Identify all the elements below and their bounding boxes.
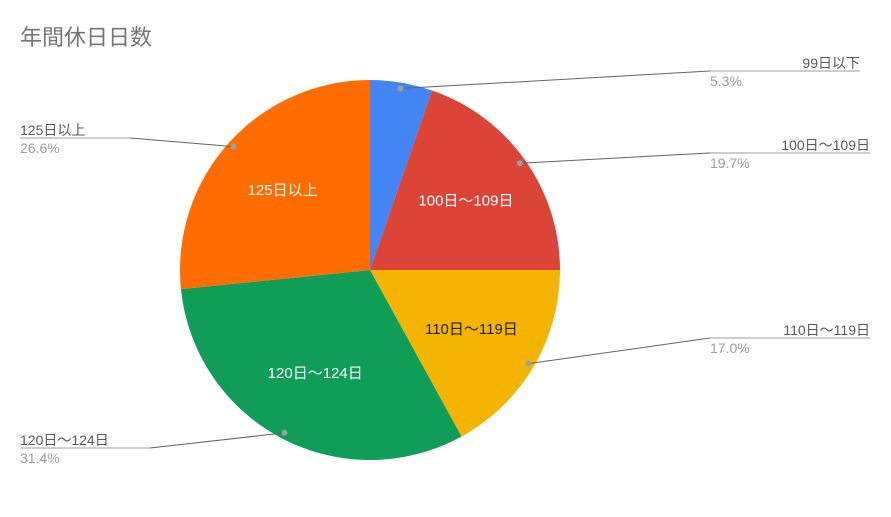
leader-dot — [517, 160, 523, 166]
callout-label: 99日以下 — [802, 55, 860, 71]
slice-label: 100日～109日 — [418, 193, 513, 210]
callout-label: 120日～124日 — [20, 432, 109, 448]
callout-percent: 31.4% — [20, 450, 60, 466]
leader-dot — [281, 430, 287, 436]
leader-line — [400, 71, 710, 89]
leader-line — [130, 138, 234, 147]
leader-line — [528, 338, 710, 364]
leader-dot — [397, 86, 403, 92]
slice-label: 120日～124日 — [268, 365, 363, 382]
callout-label: 110日～119日 — [783, 322, 870, 338]
callout-percent: 5.3% — [710, 73, 742, 89]
callout-percent: 26.6% — [20, 140, 60, 156]
callout-percent: 17.0% — [710, 340, 750, 356]
callout-label: 100日～109日 — [781, 137, 870, 153]
slice-label: 110日～119日 — [425, 321, 518, 338]
pie-chart: 100日～109日 110日～119日 120日～124日 125日以上 99日以下 5.… — [0, 0, 891, 517]
callout-percent: 19.7% — [710, 155, 750, 171]
leader-line — [520, 153, 710, 163]
leader-dot — [525, 361, 531, 367]
leader-line — [150, 433, 284, 448]
slice-label: 125日以上 — [248, 182, 318, 199]
leader-dot — [231, 144, 237, 150]
callout-label: 125日以上 — [20, 122, 85, 138]
